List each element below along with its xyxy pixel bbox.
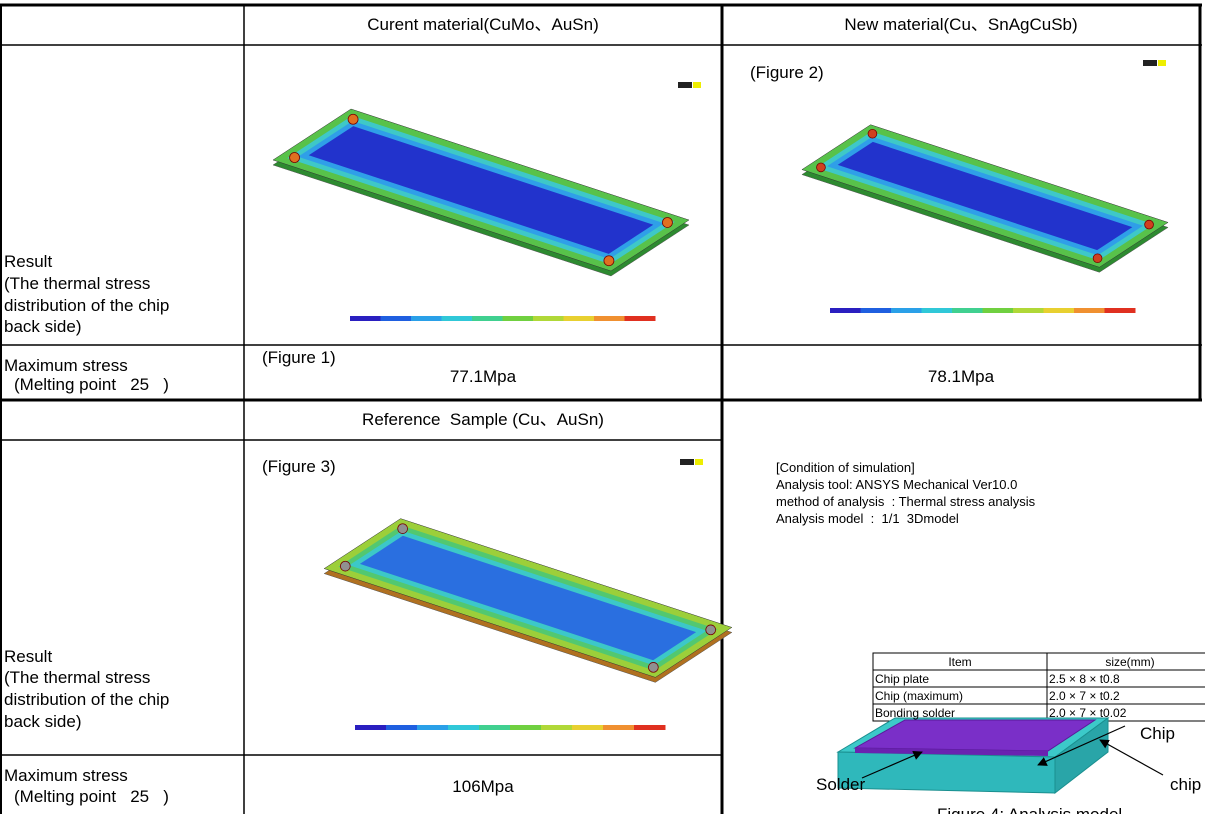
corner-hotspot (340, 561, 350, 571)
corner-hotspot (648, 662, 658, 672)
colorbar-segment (411, 316, 442, 321)
colorbar-segment (603, 725, 635, 730)
stress-value: 106Mpa (452, 778, 513, 796)
size-header: Item (948, 656, 971, 669)
size-cell: 2.0 × 7 × t0.02 (1049, 707, 1126, 720)
row-label: (Melting point 25 ) (14, 376, 169, 394)
colorbar-segment (983, 308, 1014, 313)
size-cell: Chip plate (875, 673, 929, 686)
colorbar-segment (503, 316, 534, 321)
header: Curent material(CuMo、AuSn) (367, 16, 598, 34)
callout-label: Chip (1140, 725, 1175, 743)
colorbar-segment (1013, 308, 1044, 313)
stress-value: 77.1Mpa (450, 368, 516, 386)
row-label: distribution of the chip (4, 297, 169, 315)
colorbar-segment (381, 316, 412, 321)
conditions-title: [Condition of simulation] (776, 461, 915, 475)
colorbar-segment (564, 316, 595, 321)
drawing (0, 0, 1205, 814)
stress-value: 78.1Mpa (928, 368, 994, 386)
corner-hotspot (1093, 254, 1102, 263)
row-label: (The thermal stress (4, 669, 150, 687)
row-label: (Melting point 25 ) (14, 788, 169, 806)
corner-hotspot (868, 129, 877, 138)
figure-label: (Figure 1) (262, 349, 336, 367)
analysis-model (838, 718, 1108, 793)
colorbar-segment (572, 725, 604, 730)
logo (1143, 60, 1157, 66)
figure-caption: Figure 4: Analysis model (937, 806, 1122, 814)
row-label: Maximum stress (4, 357, 128, 375)
colorbar-segment (634, 725, 666, 730)
colorbar-segment (922, 308, 953, 313)
figure-label: (Figure 2) (750, 64, 824, 82)
colorbar-segment (442, 316, 473, 321)
colorbar-segment (625, 316, 656, 321)
colorbar-segment (533, 316, 564, 321)
corner-hotspot (398, 524, 408, 534)
row-label: Maximum stress (4, 767, 128, 785)
corner-hotspot (706, 625, 716, 635)
colorbar-segment (861, 308, 892, 313)
page: Curent material(CuMo、AuSn) New material(… (0, 0, 1205, 814)
colorbar-segment (594, 316, 625, 321)
row-label: Result (4, 648, 52, 666)
corner-hotspot (1145, 220, 1154, 229)
conditions-line: Analysis model : 1/1 3Dmodel (776, 512, 959, 526)
size-header: size(mm) (1105, 656, 1154, 669)
colorbar-segment (386, 725, 418, 730)
corner-hotspot (604, 256, 614, 266)
row-label: back side) (4, 318, 81, 336)
header: Reference Sample (Cu、AuSn) (362, 411, 604, 429)
size-cell: 2.0 × 7 × t0.2 (1049, 690, 1120, 703)
row-label: Result (4, 253, 52, 271)
corner-hotspot (817, 163, 826, 172)
size-cell: 2.5 × 8 × t0.8 (1049, 673, 1120, 686)
size-cell: Chip (maximum) (875, 690, 963, 703)
row-label: (The thermal stress (4, 275, 150, 293)
colorbar-segment (830, 308, 861, 313)
size-cell: Bonding solder (875, 707, 955, 720)
colorbar-segment (350, 316, 381, 321)
colorbar-segment (1074, 308, 1105, 313)
logo (1158, 60, 1166, 66)
logo (678, 82, 692, 88)
row-label: back side) (4, 713, 81, 731)
header: New material(Cu、SnAgCuSb) (844, 16, 1077, 34)
colorbar-segment (479, 725, 511, 730)
colorbar-segment (448, 725, 480, 730)
colorbar-segment (1105, 308, 1136, 313)
callout-label: chip (1170, 776, 1201, 794)
figure-label: (Figure 3) (262, 458, 336, 476)
logo (680, 459, 694, 465)
corner-hotspot (662, 217, 672, 227)
colorbar-segment (472, 316, 503, 321)
conditions-line: method of analysis : Thermal stress anal… (776, 495, 1035, 509)
row-label: distribution of the chip (4, 691, 169, 709)
colorbar-segment (541, 725, 573, 730)
colorbar-segment (952, 308, 983, 313)
corner-hotspot (348, 114, 358, 124)
callout-label: Solder (816, 776, 865, 794)
corner-hotspot (290, 153, 300, 163)
logo (693, 82, 701, 88)
colorbar-segment (355, 725, 387, 730)
colorbar-segment (510, 725, 542, 730)
logo (695, 459, 703, 465)
colorbar-segment (891, 308, 922, 313)
conditions-line: Analysis tool: ANSYS Mechanical Ver10.0 (776, 478, 1017, 492)
colorbar-segment (1044, 308, 1075, 313)
colorbar-segment (417, 725, 449, 730)
